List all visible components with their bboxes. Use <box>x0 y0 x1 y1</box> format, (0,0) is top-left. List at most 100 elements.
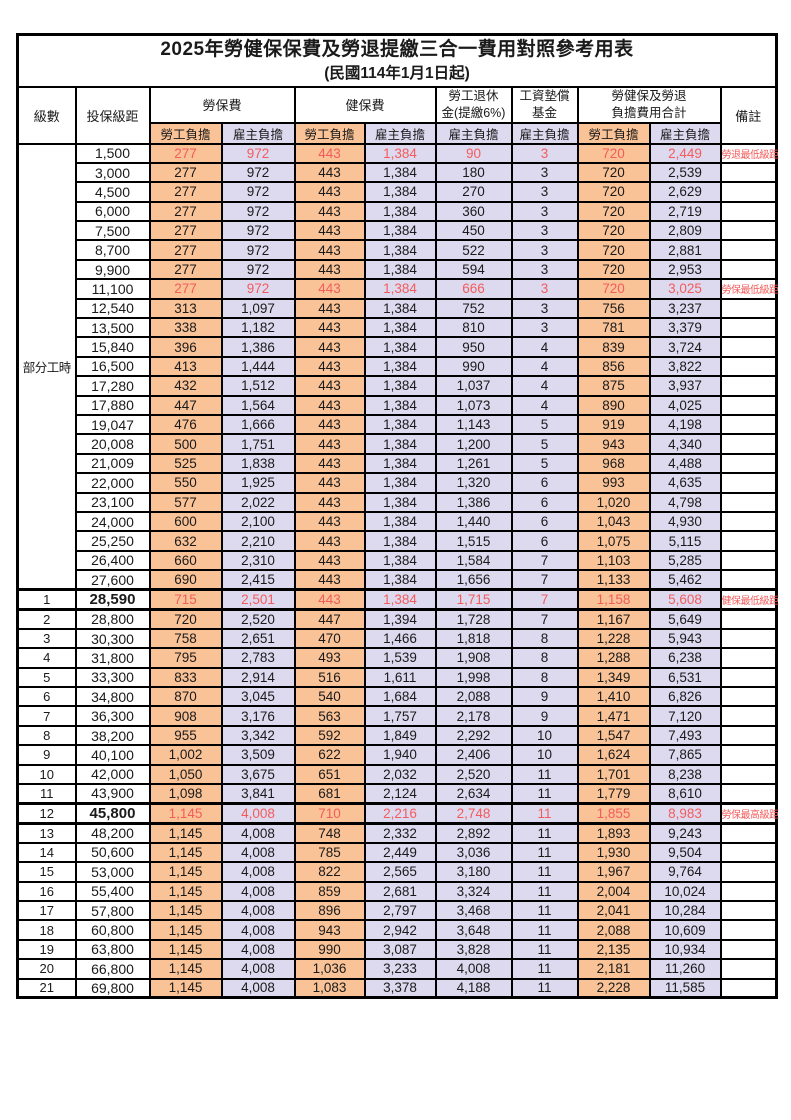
labor-ins-employer-cell: 972 <box>220 161 296 184</box>
labor-ins-employer-cell: 1,666 <box>220 413 296 436</box>
remark-cell <box>719 724 778 747</box>
remark-cell <box>719 958 778 980</box>
labor-ins-employee-cell: 1,145 <box>148 822 223 844</box>
labor-ins-employer-cell: 3,841 <box>220 782 296 805</box>
health-ins-employee-cell: 443 <box>293 587 366 611</box>
wage-fund-employer-cell: 3 <box>510 161 579 184</box>
pension-employer-cell: 1,320 <box>434 472 513 494</box>
header-total-employee: 勞工負擔 <box>576 121 651 145</box>
remark-cell <box>719 491 778 513</box>
table-row: 3,000 277 972 443 1,384 180 3 720 2,539 <box>18 161 778 184</box>
health-ins-employer-cell: 1,384 <box>363 200 437 223</box>
table-row: 18 60,800 1,145 4,008 943 2,942 3,648 11 2,088 10… <box>16 919 778 941</box>
bracket-cell: 53,000 <box>74 861 151 883</box>
health-ins-employer-cell: 1,940 <box>363 744 437 766</box>
header-labor-employer: 雇主負擔 <box>220 121 296 145</box>
total-employee-cell: 720 <box>576 220 651 242</box>
health-ins-employee-cell: 443 <box>293 491 366 513</box>
labor-ins-employee-cell: 955 <box>148 724 223 747</box>
header-pension-line1: 勞工退休 <box>448 88 499 103</box>
labor-ins-employee-cell: 277 <box>148 278 223 300</box>
table-row: 15,840 396 1,386 443 1,384 950 4 839 3,724 <box>18 336 778 358</box>
bracket-cell: 69,800 <box>74 977 151 999</box>
total-employer-cell: 5,943 <box>648 627 722 650</box>
labor-ins-employee-cell: 1,145 <box>148 958 223 980</box>
labor-ins-employer-cell: 1,751 <box>220 433 296 455</box>
header-health-employee: 勞工負擔 <box>293 121 366 145</box>
health-ins-employee-cell: 443 <box>293 413 366 436</box>
remark-cell <box>719 200 778 223</box>
health-ins-employee-cell: 1,083 <box>293 977 366 999</box>
labor-ins-employee-cell: 632 <box>148 530 223 552</box>
header-pension: 勞工退休 金(提繳6%) <box>434 85 513 124</box>
bracket-cell: 28,800 <box>74 608 151 630</box>
level-cell: 21 <box>16 977 77 999</box>
bracket-cell: 1,500 <box>74 142 151 164</box>
wage-fund-employer-cell: 3 <box>510 278 579 300</box>
table-row: 7,500 277 972 443 1,384 450 3 720 2,809 <box>18 220 778 242</box>
wage-fund-employer-cell: 11 <box>510 938 579 961</box>
bracket-cell: 13,500 <box>74 316 151 339</box>
labor-ins-employee-cell: 908 <box>148 705 223 727</box>
bracket-cell: 19,047 <box>74 413 151 436</box>
health-ins-employee-cell: 443 <box>293 569 366 591</box>
labor-ins-employer-cell: 2,651 <box>220 627 296 650</box>
table-row: 26,400 660 2,310 443 1,384 1,584 7 1,103 5,285 <box>18 549 778 572</box>
table-row: 5 33,300 833 2,914 516 1,611 1,998 8 1,349 6,531 <box>16 666 778 689</box>
table-row: 6 34,800 870 3,045 540 1,684 2,088 9 1,410 6,826 <box>16 686 778 708</box>
bracket-cell: 34,800 <box>74 686 151 708</box>
health-ins-employee-cell: 443 <box>293 316 366 339</box>
health-ins-employer-cell: 1,384 <box>363 569 437 591</box>
labor-ins-employer-cell: 2,310 <box>220 549 296 572</box>
labor-ins-employee-cell: 833 <box>148 666 223 689</box>
pension-employer-cell: 522 <box>434 239 513 261</box>
health-ins-employer-cell: 1,539 <box>363 647 437 669</box>
bracket-cell: 60,800 <box>74 919 151 941</box>
health-ins-employer-cell: 1,466 <box>363 627 437 650</box>
wage-fund-employer-cell: 9 <box>510 686 579 708</box>
wage-fund-employer-cell: 4 <box>510 355 579 378</box>
health-ins-employee-cell: 1,036 <box>293 958 366 980</box>
health-ins-employer-cell: 1,394 <box>363 608 437 630</box>
remark-cell <box>719 355 778 378</box>
total-employer-cell: 3,724 <box>648 336 722 358</box>
total-employer-cell: 7,865 <box>648 744 722 766</box>
total-employee-cell: 2,041 <box>576 899 651 922</box>
remark-cell: 勞退最低級距 <box>719 142 779 164</box>
health-ins-employer-cell: 1,384 <box>363 161 437 184</box>
header-total-employer: 雇主負擔 <box>648 121 722 145</box>
total-employee-cell: 1,133 <box>576 569 651 591</box>
pension-employer-cell: 950 <box>434 336 513 358</box>
wage-fund-employer-cell: 11 <box>510 801 579 825</box>
labor-ins-employee-cell: 396 <box>148 336 223 358</box>
total-employee-cell: 919 <box>576 413 651 436</box>
bracket-cell: 22,000 <box>74 472 151 494</box>
pension-employer-cell: 1,818 <box>434 627 513 650</box>
total-employer-cell: 5,285 <box>648 549 722 572</box>
remark-cell <box>719 666 778 689</box>
pension-employer-cell: 1,143 <box>434 413 513 436</box>
labor-ins-employee-cell: 1,145 <box>148 899 223 922</box>
remark-cell <box>719 744 778 766</box>
level-cell: 20 <box>16 958 77 980</box>
labor-ins-employee-cell: 1,002 <box>148 744 223 766</box>
total-employee-cell: 1,855 <box>576 801 651 825</box>
health-ins-employee-cell: 540 <box>293 686 366 708</box>
total-employee-cell: 856 <box>576 355 651 378</box>
labor-ins-employer-cell: 1,444 <box>220 355 296 378</box>
total-employer-cell: 5,115 <box>648 530 722 552</box>
labor-ins-employer-cell: 972 <box>220 278 296 300</box>
labor-ins-employee-cell: 277 <box>148 200 223 223</box>
health-ins-employee-cell: 785 <box>293 841 366 864</box>
pension-employer-cell: 450 <box>434 220 513 242</box>
total-employer-cell: 5,462 <box>648 569 722 591</box>
wage-fund-employer-cell: 7 <box>510 549 579 572</box>
health-ins-employer-cell: 1,384 <box>363 355 437 378</box>
bracket-cell: 25,250 <box>74 530 151 552</box>
table-row: 4,500 277 972 443 1,384 270 3 720 2,629 <box>18 181 778 203</box>
header-total-line2: 負擔費用合計 <box>611 105 687 120</box>
total-employer-cell: 3,822 <box>648 355 722 378</box>
total-employee-cell: 2,181 <box>576 958 651 980</box>
table-row: 7 36,300 908 3,176 563 1,757 2,178 9 1,471 7,120 <box>16 705 778 727</box>
level-cell: 1 <box>16 587 77 611</box>
